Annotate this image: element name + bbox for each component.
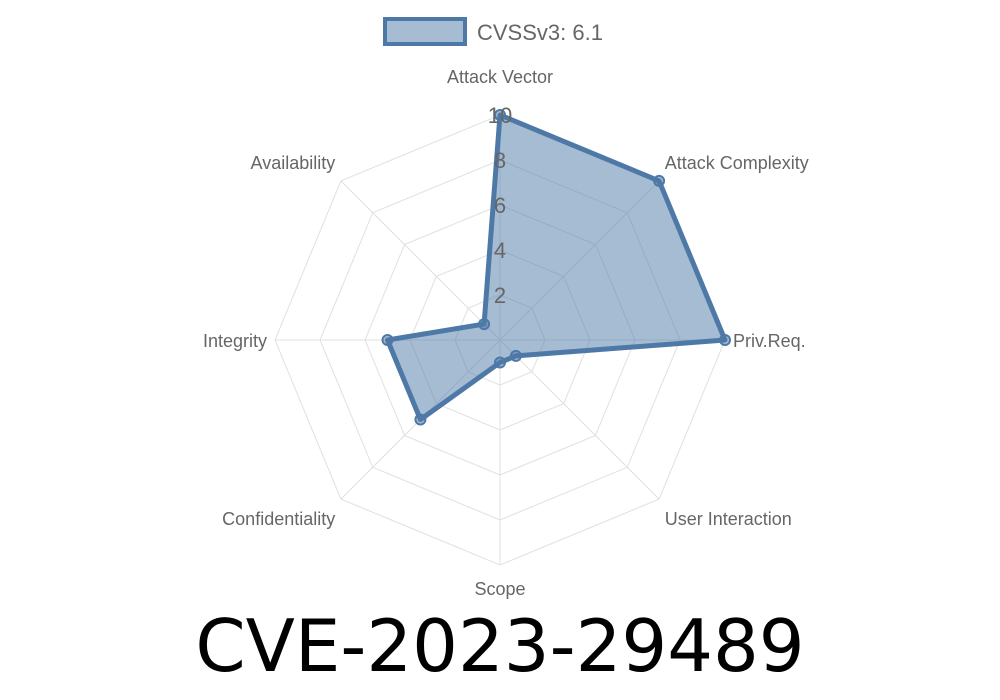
legend-swatch	[383, 17, 467, 46]
tick-label: 10	[488, 103, 512, 128]
tick-label: 6	[494, 193, 506, 218]
axis-label: Confidentiality	[222, 509, 335, 529]
data-point	[381, 334, 394, 346]
legend-label: CVSSv3: 6.1	[477, 20, 603, 45]
data-point	[494, 109, 506, 121]
data-point	[719, 334, 731, 346]
axis-label: Availability	[251, 153, 336, 173]
axis-labels: Attack Vector Attack Complexity Priv.Req. U…	[203, 67, 809, 599]
series	[381, 109, 731, 426]
tick-label: 2	[494, 283, 506, 308]
axis-label: User Interaction	[665, 509, 792, 529]
data-point	[509, 349, 522, 362]
grid-spoke	[340, 180, 501, 341]
data-point	[414, 413, 427, 426]
axis-label: Scope	[474, 579, 525, 599]
legend[interactable]: CVSSv3: 6.1	[383, 17, 603, 46]
grid-spoke	[499, 339, 660, 500]
tick-label: 8	[494, 148, 506, 173]
data-point	[478, 318, 491, 331]
data-point	[653, 174, 666, 187]
axis-label: Attack Complexity	[665, 153, 809, 173]
tick-labels: 2 4 6 8 10	[488, 103, 512, 308]
axis-label: Priv.Req.	[733, 331, 806, 351]
tick-label: 4	[494, 238, 506, 263]
axis-label: Attack Vector	[447, 67, 553, 87]
page-title: CVE-2023-29489	[195, 604, 805, 688]
axis-label: Integrity	[203, 331, 267, 351]
data-point	[494, 356, 506, 369]
